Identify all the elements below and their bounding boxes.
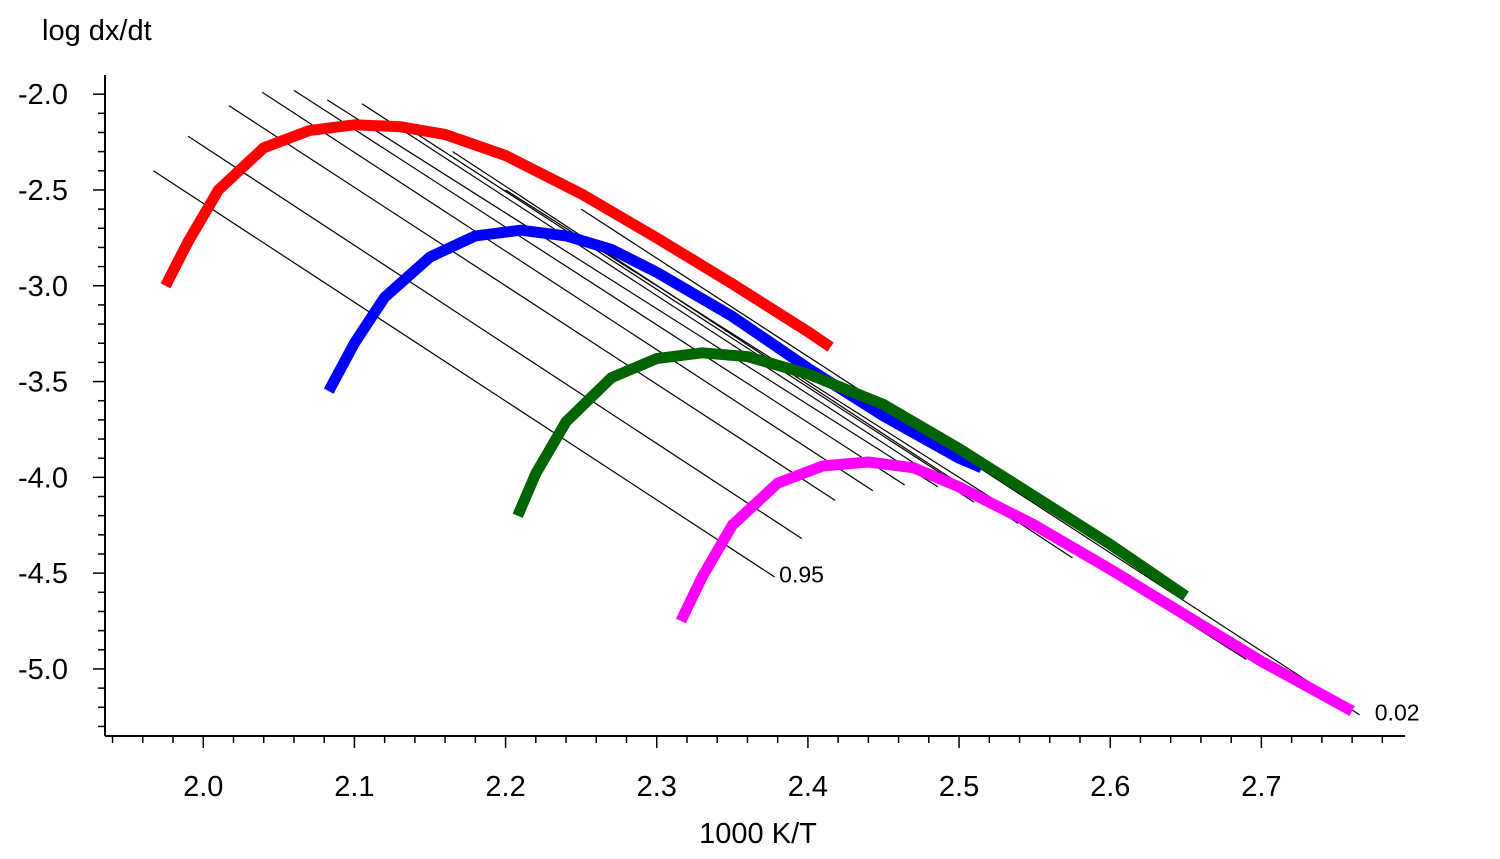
isoconversion-line-7 [361, 103, 975, 503]
y-axis-title: log dx/dt [42, 15, 152, 47]
series-curve-2 [323, 224, 984, 473]
isoconversion-label: 0.02 [1375, 700, 1420, 726]
series-curves [160, 119, 1355, 716]
x-tick-label: 2.0 [183, 771, 223, 803]
axes [104, 75, 1405, 737]
y-tick-label: -3.0 [18, 271, 68, 303]
isoconversion-line-6 [326, 99, 939, 488]
isoconversion-lines [153, 89, 1360, 716]
y-tick-label: -4.0 [18, 462, 68, 494]
series-curve-1 [160, 119, 834, 352]
series-curve-3 [512, 347, 1189, 601]
x-tick-label: 2.1 [334, 771, 374, 803]
isoconversion-label: 0.95 [779, 562, 824, 588]
x-tick-label: 2.7 [1241, 771, 1281, 803]
y-tick-label: -5.0 [18, 654, 68, 686]
isoconversion-line-2 [187, 135, 803, 540]
isoconversion-line-8 [399, 122, 1019, 524]
series-curve-4 [675, 456, 1355, 716]
isoconversion-line-4 [261, 91, 874, 492]
x-tick-label: 2.3 [637, 771, 677, 803]
x-tick-label: 2.5 [939, 771, 979, 803]
tick-labels: 2.0 2.1 2.2 2.3 2.4 2.5 2.6 2.7 -2.0 -2.5 -3.0 -3.5… [18, 79, 1282, 803]
x-tick-label: 2.6 [1090, 771, 1130, 803]
x-axis-title: 1000 K/T [699, 818, 817, 850]
y-tick-label: -2.0 [18, 79, 68, 111]
isoconversion-line-3 [228, 105, 836, 501]
x-tick-label: 2.4 [788, 771, 828, 803]
ticks [93, 93, 1384, 748]
annotations: 0.95 0.02 [779, 562, 1419, 726]
isoconversion-line-5 [293, 89, 905, 486]
isoconversion-line-1 [153, 170, 775, 578]
x-tick-label: 2.2 [485, 771, 525, 803]
y-tick-label: -4.5 [18, 558, 68, 590]
y-tick-label: -3.5 [18, 367, 68, 399]
y-tick-label: -2.5 [18, 175, 68, 207]
